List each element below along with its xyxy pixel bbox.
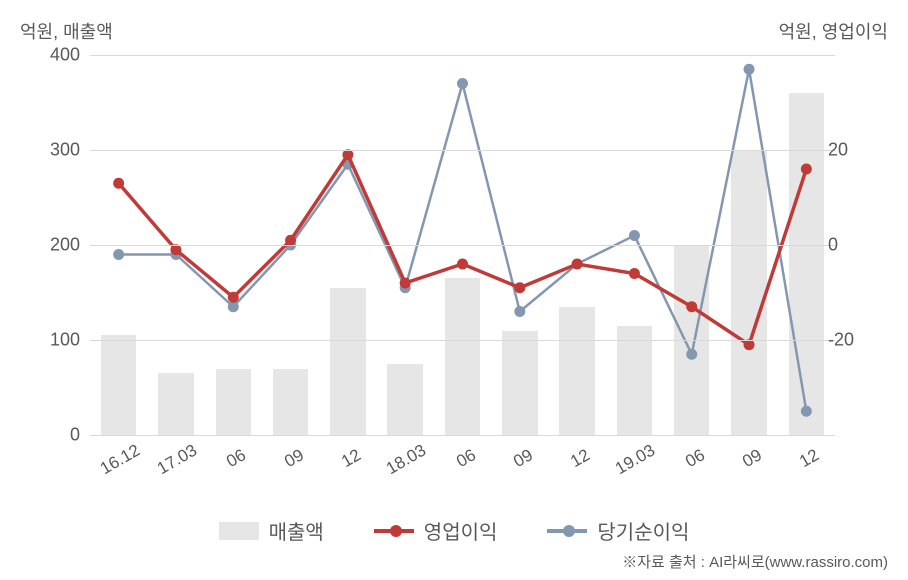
plot-area xyxy=(90,55,835,435)
gridline xyxy=(90,435,835,436)
line-marker xyxy=(686,301,697,312)
gridline xyxy=(90,55,835,56)
gridline xyxy=(90,150,835,151)
gridline xyxy=(90,340,835,341)
legend-bar-swatch xyxy=(219,522,259,540)
line-marker xyxy=(228,301,239,312)
y-tick-right: -20 xyxy=(828,330,868,351)
legend-line2-swatch xyxy=(547,529,587,533)
y-axis-left-label: 억원, 매출액 xyxy=(20,18,113,44)
line-path xyxy=(119,69,807,411)
line-marker xyxy=(514,282,525,293)
legend-item-line1: 영업이익 xyxy=(374,516,498,545)
gridline xyxy=(90,245,835,246)
legend-line1-label: 영업이익 xyxy=(424,516,498,545)
line-marker xyxy=(572,259,583,270)
y-tick-left: 100 xyxy=(40,330,80,351)
y-tick-right: 0 xyxy=(828,235,868,256)
line-marker xyxy=(400,278,411,289)
line-marker xyxy=(629,268,640,279)
line-marker xyxy=(457,78,468,89)
line-path xyxy=(119,155,807,345)
line-marker xyxy=(686,349,697,360)
legend: 매출액 영업이익 당기순이익 xyxy=(0,516,908,545)
y-tick-left: 400 xyxy=(40,45,80,66)
line-marker xyxy=(801,164,812,175)
line-marker xyxy=(744,64,755,75)
y-axis-right-label: 억원, 영업이익 xyxy=(779,18,888,44)
y-tick-left: 300 xyxy=(40,140,80,161)
legend-line1-swatch xyxy=(374,529,414,533)
line-marker xyxy=(514,306,525,317)
legend-item-line2: 당기순이익 xyxy=(547,516,689,545)
legend-line2-label: 당기순이익 xyxy=(597,516,689,545)
source-note: ※자료 출처 : AI라씨로(www.rassiro.com) xyxy=(622,551,888,572)
y-tick-left: 200 xyxy=(40,235,80,256)
line-marker xyxy=(113,178,124,189)
line-marker xyxy=(801,406,812,417)
y-tick-left: 0 xyxy=(40,425,80,446)
legend-bar-label: 매출액 xyxy=(269,516,324,545)
line-marker xyxy=(228,292,239,303)
chart-container: 억원, 매출액 억원, 영업이익 매출액 영업이익 당기순이익 ※자료 출처 :… xyxy=(0,0,908,580)
y-tick-right: 20 xyxy=(828,140,868,161)
line-marker xyxy=(113,249,124,260)
line-marker xyxy=(457,259,468,270)
legend-item-bar: 매출액 xyxy=(219,516,324,545)
line-marker xyxy=(629,230,640,241)
